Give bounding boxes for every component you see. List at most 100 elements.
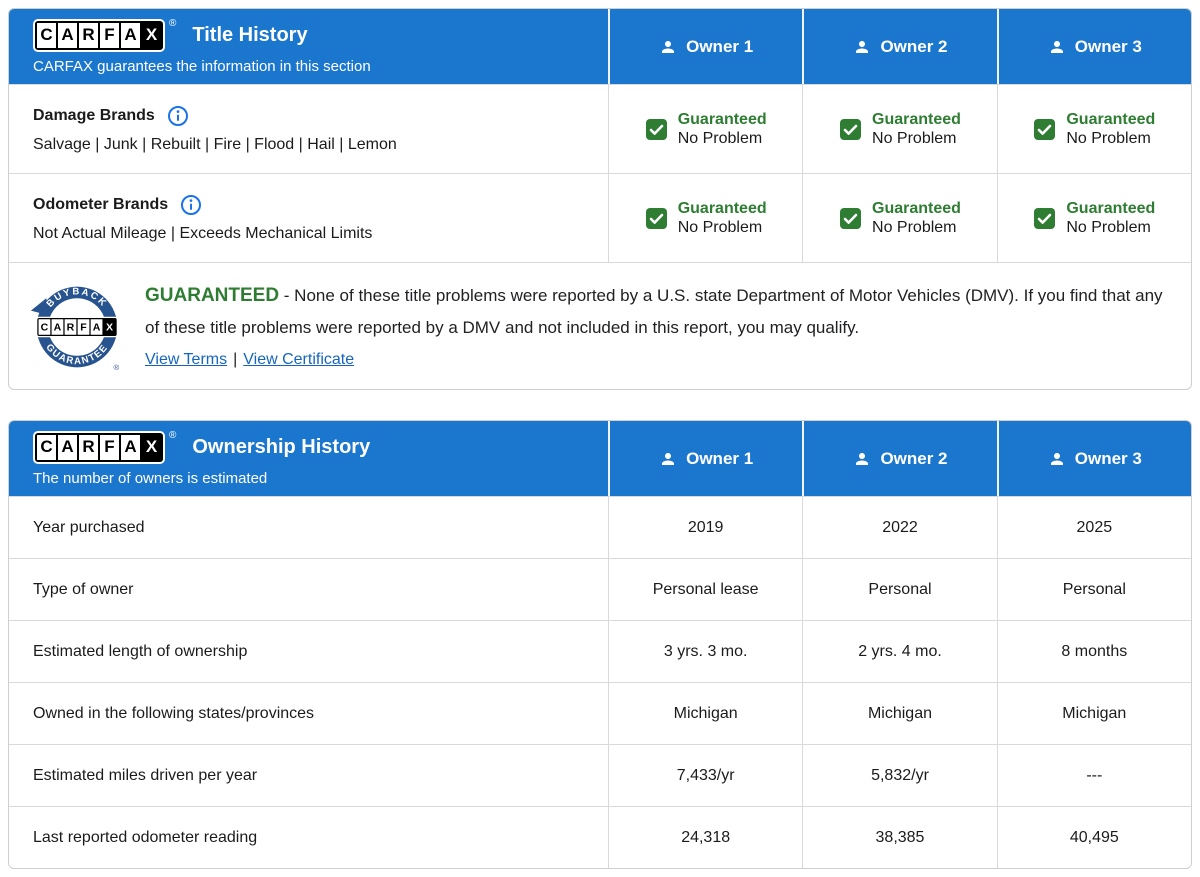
carfax-logo-letter: A <box>121 22 140 48</box>
ownership-row: Year purchased 2019 2022 2025 <box>9 496 1191 558</box>
ownership-row-label: Owned in the following states/provinces <box>33 704 315 722</box>
owner-value-cell: Personal <box>996 559 1191 620</box>
carfax-logo-letter: C <box>37 434 56 460</box>
checkbox-checked-icon <box>1034 118 1056 140</box>
guarantee-text-block: GUARANTEED - None of these title problem… <box>145 277 1167 375</box>
owner-value-cell: 38,385 <box>802 807 996 868</box>
ownership-row: Estimated miles driven per year 7,433/yr… <box>9 744 1191 806</box>
status-guaranteed-text: Guaranteed <box>1066 110 1156 128</box>
owner-value-cell: 2019 <box>608 497 802 558</box>
ownership-row-label: Type of owner <box>33 580 134 598</box>
owner-label: Owner 2 <box>880 36 948 56</box>
carfax-logo-letter: C <box>38 319 51 335</box>
ownership-row-label-cell: Last reported odometer reading <box>9 807 608 868</box>
owner-value-cell: Personal lease <box>608 559 802 620</box>
owner-label: Owner 3 <box>1074 448 1142 468</box>
owner-column-header: Owner 1 <box>608 9 802 84</box>
status-no-problem-text: No Problem <box>872 129 957 147</box>
info-icon-button[interactable] <box>180 194 202 216</box>
owner-value-cell: 2022 <box>802 497 996 558</box>
info-icon <box>181 194 202 215</box>
owner-value-cell: 3 yrs. 3 mo. <box>608 621 802 682</box>
status-no-problem-text: No Problem <box>1066 218 1151 236</box>
owner-column-header: Owner 2 <box>802 421 996 496</box>
status-no-problem-text: No Problem <box>677 129 763 147</box>
ownership-row: Type of owner Personal lease Personal Pers… <box>9 558 1191 620</box>
title-history-row: Damage Brands Salvage | Junk | Rebuilt |… <box>9 84 1191 173</box>
checkbox-checked-icon <box>645 118 667 140</box>
status-guaranteed-text: Guaranteed <box>677 110 767 128</box>
carfax-logo-letter: A <box>58 434 77 460</box>
ownership-row: Estimated length of ownership 3 yrs. 3 m… <box>9 620 1191 682</box>
checkbox-checked-icon <box>645 207 667 229</box>
seal-registered-mark: ® <box>113 363 119 372</box>
ownership-row-label-cell: Estimated length of ownership <box>9 621 608 682</box>
title-history-row: Odometer Brands Not Actual Mileage | Exc… <box>9 173 1191 262</box>
section-title: Title History <box>192 23 308 46</box>
owner-column-header: Owner 1 <box>608 421 802 496</box>
owner-value-cell: 5,832/yr <box>802 745 996 806</box>
owner-value-cell: 2 yrs. 4 mo. <box>802 621 996 682</box>
owner-column-header: Owner 3 <box>996 9 1191 84</box>
guaranteed-status-cell: Guaranteed No Problem <box>608 85 802 173</box>
owner-value-cell: 7,433/yr <box>608 745 802 806</box>
owner-value-cell: 8 months <box>996 621 1191 682</box>
guaranteed-status-cell: Guaranteed No Problem <box>996 85 1191 173</box>
checkbox-checked-icon <box>840 207 862 229</box>
view-certificate-link[interactable]: View Certificate <box>243 350 355 368</box>
carfax-logo-letter: X <box>142 22 161 48</box>
section-subtitle: CARFAX guarantees the information in thi… <box>33 57 371 75</box>
brand-label-cell: Odometer Brands Not Actual Mileage | Exc… <box>9 174 608 262</box>
owner-value-cell: 24,318 <box>608 807 802 868</box>
person-icon <box>856 40 869 53</box>
ownership-row-label-cell: Type of owner <box>9 559 608 620</box>
view-terms-link[interactable]: View Terms <box>145 350 228 368</box>
status-no-problem-text: No Problem <box>872 218 957 236</box>
section-subtitle: The number of owners is estimated <box>33 469 268 487</box>
person-icon <box>1050 452 1063 465</box>
brand-detail: Not Actual Mileage | Exceeds Mechanical … <box>33 224 373 242</box>
status-guaranteed-text: Guaranteed <box>677 199 767 217</box>
owner-value-cell: Michigan <box>802 683 996 744</box>
carfax-logo-letter: F <box>100 434 119 460</box>
owner-column-header: Owner 3 <box>996 421 1191 496</box>
title-history-rows: Damage Brands Salvage | Junk | Rebuilt |… <box>9 84 1191 262</box>
owner-label: Owner 3 <box>1074 36 1142 56</box>
brand-label: Damage Brands <box>33 106 155 124</box>
guaranteed-status-cell: Guaranteed No Problem <box>996 174 1191 262</box>
person-icon <box>1050 40 1063 53</box>
owner-column-header: Owner 2 <box>802 9 996 84</box>
ownership-row-label: Estimated miles driven per year <box>33 766 258 784</box>
ownership-row-label-cell: Owned in the following states/provinces <box>9 683 608 744</box>
owner-value-cell: Michigan <box>996 683 1191 744</box>
info-icon-button[interactable] <box>167 105 189 127</box>
carfax-logo-letter: A <box>121 434 140 460</box>
ownership-row-label: Year purchased <box>33 518 145 536</box>
owner-label: Owner 1 <box>686 36 754 56</box>
carfax-logo-letter: R <box>64 319 77 335</box>
info-icon <box>167 105 188 126</box>
ownership-history-rows: Year purchased 2019 2022 2025 Type of owne… <box>9 496 1191 868</box>
owner-value-cell: Michigan <box>608 683 802 744</box>
carfax-logo-letter: A <box>90 319 103 335</box>
person-icon <box>662 40 675 53</box>
person-icon <box>662 452 675 465</box>
checkbox-checked-icon <box>1034 207 1056 229</box>
guarantee-heading: GUARANTEED <box>145 285 280 306</box>
registered-trademark: ® <box>169 17 177 29</box>
guarantee-links: View Terms | View Certificate <box>145 346 1167 375</box>
ownership-row: Owned in the following states/provinces … <box>9 682 1191 744</box>
status-guaranteed-text: Guaranteed <box>872 110 961 128</box>
owner-label: Owner 2 <box>880 448 948 468</box>
status-guaranteed-text: Guaranteed <box>1066 199 1156 217</box>
guarantee-body: - None of these title problems were repo… <box>145 286 1163 338</box>
brand-label-cell: Damage Brands Salvage | Junk | Rebuilt |… <box>9 85 608 173</box>
